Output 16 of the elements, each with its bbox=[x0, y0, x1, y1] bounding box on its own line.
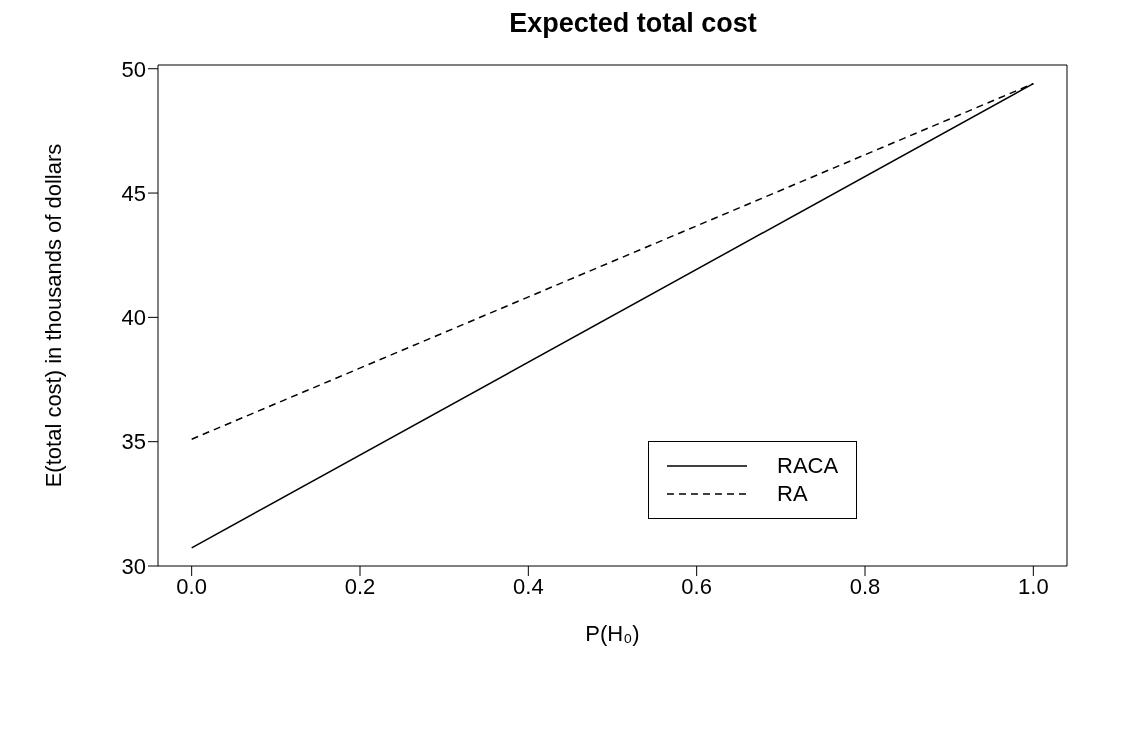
legend-label: RA bbox=[777, 480, 808, 508]
y-tick-label: 45 bbox=[121, 180, 146, 206]
x-tick-label: 0.4 bbox=[513, 573, 544, 599]
x-tick-label: 0.6 bbox=[681, 573, 712, 599]
x-tick-label: 0.8 bbox=[849, 573, 881, 599]
x-tick-label: 1.0 bbox=[1018, 573, 1049, 599]
chart-title: Expected total cost bbox=[508, 8, 758, 40]
y-axis-title: E(total cost) in thousands of dollars bbox=[40, 143, 66, 488]
y-tick-label: 35 bbox=[121, 429, 146, 455]
y-tick-label: 30 bbox=[121, 553, 146, 579]
x-tick-label: 0.0 bbox=[176, 573, 207, 599]
x-axis-title: P(H₀) bbox=[585, 621, 640, 646]
legend-label: RACA bbox=[777, 452, 839, 480]
y-tick-label: 40 bbox=[121, 305, 146, 331]
y-tick-label: 50 bbox=[121, 56, 146, 82]
x-tick-label: 0.2 bbox=[344, 573, 376, 599]
